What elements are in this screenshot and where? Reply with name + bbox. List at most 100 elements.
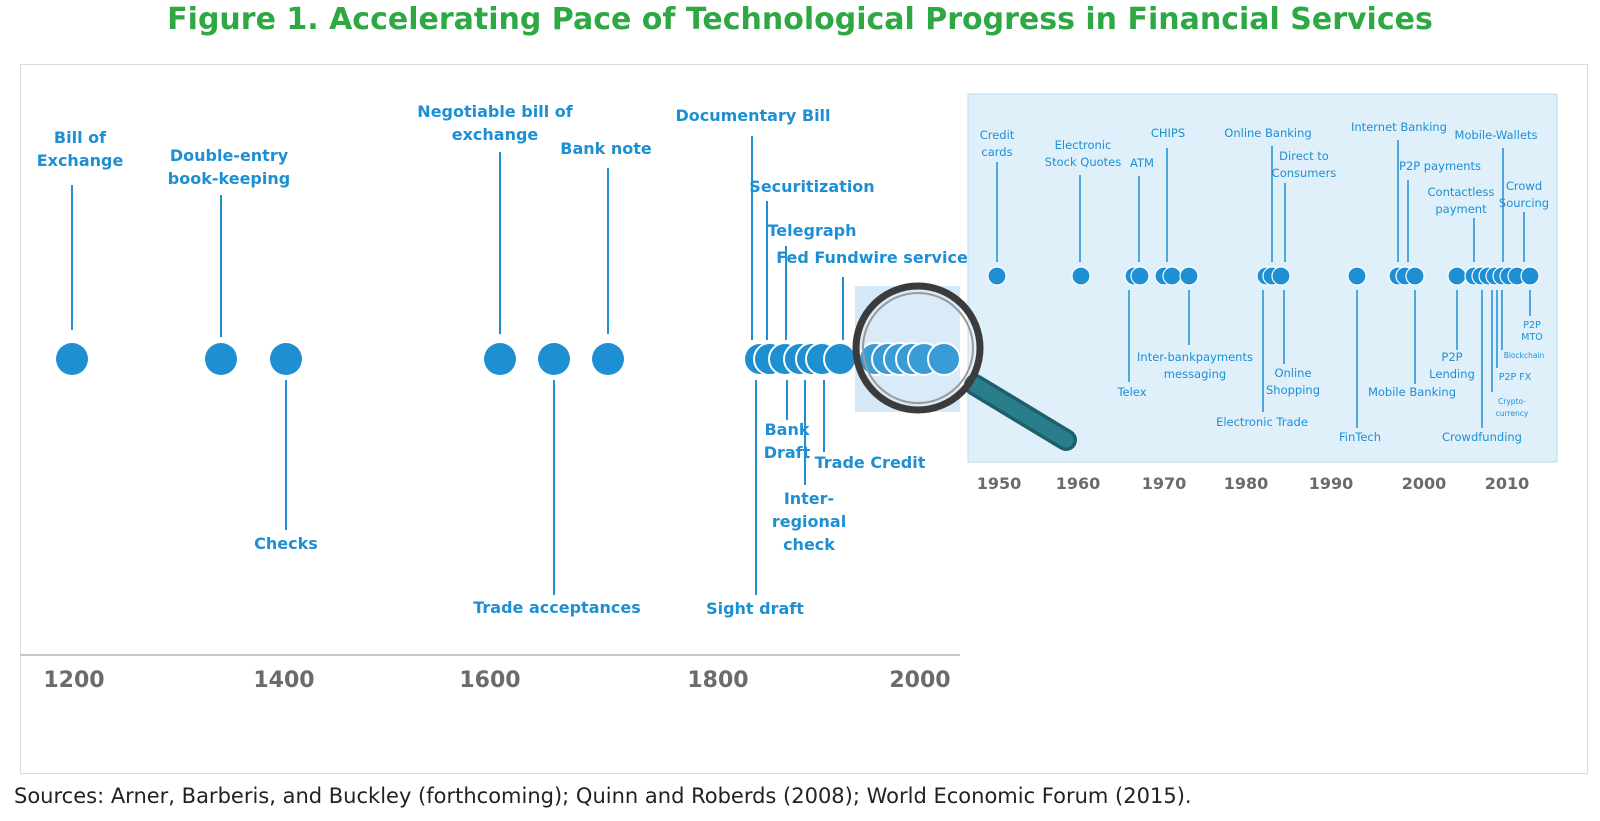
inset-event-label-line: P2P — [1441, 350, 1462, 364]
inset-event-label-line: Stock Quotes — [1045, 155, 1121, 169]
inset-event-label: P2P Lending — [1429, 350, 1475, 381]
inset-event-label-line: Sourcing — [1499, 196, 1549, 210]
event-dot — [592, 343, 624, 375]
event-label-line: exchange — [452, 125, 539, 144]
inset-axis-tick-label: 1990 — [1309, 474, 1354, 493]
inset-event-label: Online Banking — [1224, 126, 1311, 140]
inset-event-label: P2P MTO — [1521, 320, 1542, 343]
inset-axis-tick-label: 2000 — [1402, 474, 1447, 493]
inset-event-label-line: Telex — [1116, 385, 1146, 399]
event-label: Bank note — [560, 139, 652, 158]
magnifying-glass-icon — [852, 282, 1077, 451]
magnifier-lens-rim — [862, 292, 974, 404]
inset-axis-tick-label: 1960 — [1056, 474, 1101, 493]
event-label-line: Trade acceptances — [473, 598, 640, 617]
axis-tick-label: 1600 — [459, 668, 520, 693]
event-label-line: Inter- — [784, 489, 834, 508]
inset-event-label-line: Shopping — [1266, 383, 1320, 397]
inset-event-label: CHIPS — [1151, 126, 1185, 140]
inset-event-label-line: MTO — [1521, 332, 1542, 343]
inset-axis-tick-label: 1980 — [1224, 474, 1269, 493]
inset-event-label-line: P2P FX — [1499, 372, 1532, 383]
inset-event-dot — [1071, 266, 1091, 286]
inset-event-label-line: Blockchain — [1504, 351, 1545, 360]
event-label: Bill of Exchange — [37, 128, 124, 170]
event-label-line: Sight draft — [706, 599, 804, 618]
inset-axis-tick-label: 1950 — [977, 474, 1022, 493]
inset-event-dot — [1520, 266, 1540, 286]
inset-event-dot — [1271, 266, 1291, 286]
inset-event-label-line: Crypto- — [1498, 397, 1526, 406]
event-label-line: Double-entry — [170, 146, 289, 165]
event-dot — [538, 343, 570, 375]
event-label-line: Securitization — [749, 177, 874, 196]
inset-event-label-line: messaging — [1164, 367, 1226, 381]
inset-event-label-line: CHIPS — [1151, 126, 1185, 140]
inset-event-label-line: Consumers — [1272, 166, 1337, 180]
inset-event-label-line: FinTech — [1339, 430, 1381, 444]
axis-tick-label: 1800 — [687, 668, 748, 693]
inset-event-label-line: Online Banking — [1224, 126, 1311, 140]
inset-event-label: Contactless payment — [1428, 185, 1495, 216]
event-dot — [56, 343, 88, 375]
inset-event-label-line: Electronic — [1055, 138, 1112, 152]
inset-event-label: Crypto-currency — [1496, 397, 1529, 418]
event-label: Documentary Bill — [675, 106, 830, 125]
inset-event-label: Internet Banking — [1351, 120, 1447, 134]
event-label: Negotiable bill of exchange — [417, 102, 573, 144]
inset-event-label-line: P2P — [1523, 320, 1541, 331]
event-label: Bank Draft — [764, 420, 811, 462]
event-label-line: Fed Fundwire service — [776, 248, 968, 267]
inset-event-label-line: currency — [1496, 409, 1529, 418]
event-label-line: Checks — [254, 534, 318, 553]
axis-tick-label: 2000 — [889, 668, 950, 693]
magnifier-lens — [852, 282, 984, 414]
inset-event-label-line: P2P payments — [1399, 159, 1481, 173]
inset-event-label-line: Inter-bankpayments — [1137, 350, 1253, 364]
inset-event-label-line: Mobile-Wallets — [1454, 128, 1537, 142]
inset-event-label-line: payment — [1435, 202, 1487, 216]
event-label: Sight draft — [706, 599, 804, 618]
event-label: Inter-regional check — [772, 489, 846, 554]
inset-event-dot — [1130, 266, 1150, 286]
inset-event-dot — [1405, 266, 1425, 286]
inset-event-label: Crowdfunding — [1442, 430, 1522, 444]
event-label: Checks — [254, 534, 318, 553]
event-label: Fed Fundwire service — [776, 248, 968, 267]
inset-event-label-line: Crowd — [1506, 179, 1542, 193]
inset-event-label-line: Online — [1274, 366, 1311, 380]
inset-event-label-line: cards — [981, 145, 1012, 159]
figure-title: Figure 1. Accelerating Pace of Technolog… — [167, 2, 1433, 37]
event-label-line: Negotiable bill of — [417, 102, 573, 121]
inset-event-label-line: Credit — [980, 128, 1015, 142]
inset-event-label-line: Contactless — [1428, 185, 1495, 199]
event-dot — [484, 343, 516, 375]
inset-event-dot — [1179, 266, 1199, 286]
inset-event-label: FinTech — [1339, 430, 1381, 444]
event-label-line: Trade Credit — [815, 453, 926, 472]
event-label-line: check — [783, 535, 835, 554]
event-label-line: book-keeping — [168, 169, 290, 188]
inset-event-dot — [1447, 266, 1467, 286]
event-dot — [927, 342, 961, 376]
inset-event-label-line: Direct to — [1279, 149, 1329, 163]
inset-event-dot — [987, 266, 1007, 286]
inset-event-label: Electronic Trade — [1216, 415, 1308, 429]
event-dot — [205, 343, 237, 375]
event-dot — [270, 343, 302, 375]
source-note: Sources: Arner, Barberis, and Buckley (f… — [14, 784, 1192, 808]
axis-tick-label: 1400 — [253, 668, 314, 693]
inset-event-dot — [1347, 266, 1367, 286]
event-label-line: Draft — [764, 443, 811, 462]
inset-event-dot — [1162, 266, 1182, 286]
inset-event-label: Mobile-Wallets — [1454, 128, 1537, 142]
event-label-line: Documentary Bill — [675, 106, 830, 125]
event-dot — [823, 342, 857, 376]
inset-event-label-line: Mobile Banking — [1368, 385, 1456, 399]
inset-event-label: Crowd Sourcing — [1499, 179, 1549, 210]
event-label-line: regional — [772, 512, 846, 531]
event-label-line: Bill of — [54, 128, 107, 147]
inset-event-label-line: ATM — [1130, 156, 1154, 170]
event-label: Securitization — [749, 177, 874, 196]
